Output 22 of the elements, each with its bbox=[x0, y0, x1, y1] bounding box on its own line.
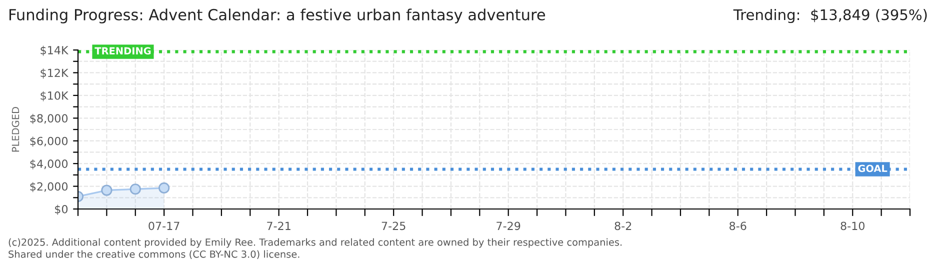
x-tick-label: 7-29 bbox=[496, 222, 520, 230]
x-tick-label: 7-25 bbox=[382, 222, 406, 230]
y-tick-label: $14K bbox=[40, 46, 69, 56]
text: (c)2025. Additional content provided by Emily Ree. Trademarks and related content are owned by their respective companies. bbox=[8, 238, 622, 248]
x-tick-label: 07-17 bbox=[148, 222, 180, 230]
x-tick-label: 8-6 bbox=[730, 222, 746, 230]
y-tick-label: $12K bbox=[40, 68, 69, 79]
y-tick-label: $4,000 bbox=[30, 159, 68, 170]
x-tick-label: 8-10 bbox=[840, 222, 864, 230]
x-tick-label: 8-2 bbox=[614, 222, 632, 230]
y-tick-label: $6,000 bbox=[30, 136, 68, 147]
y-tick-label: $2,000 bbox=[30, 182, 68, 192]
y-tick-label: $8,000 bbox=[30, 114, 68, 124]
y-tick-label: $0 bbox=[55, 204, 68, 215]
text: Shared under the creative commons (CC BY-NC 3.0) license. bbox=[8, 250, 300, 259]
chart-title: Funding Progress: Advent Calendar: a festive urban fantasy adventure bbox=[10, 8, 546, 24]
ref-line-label: TRENDING bbox=[94, 47, 151, 55]
ref-line-label: GOAL bbox=[858, 164, 888, 172]
x-tick-label: 7-21 bbox=[267, 222, 290, 230]
y-tick-label: $10K bbox=[40, 91, 69, 102]
text: Trending: $13,849 (395%) bbox=[733, 8, 927, 24]
y-axis-title: PLEDGED bbox=[12, 107, 20, 152]
